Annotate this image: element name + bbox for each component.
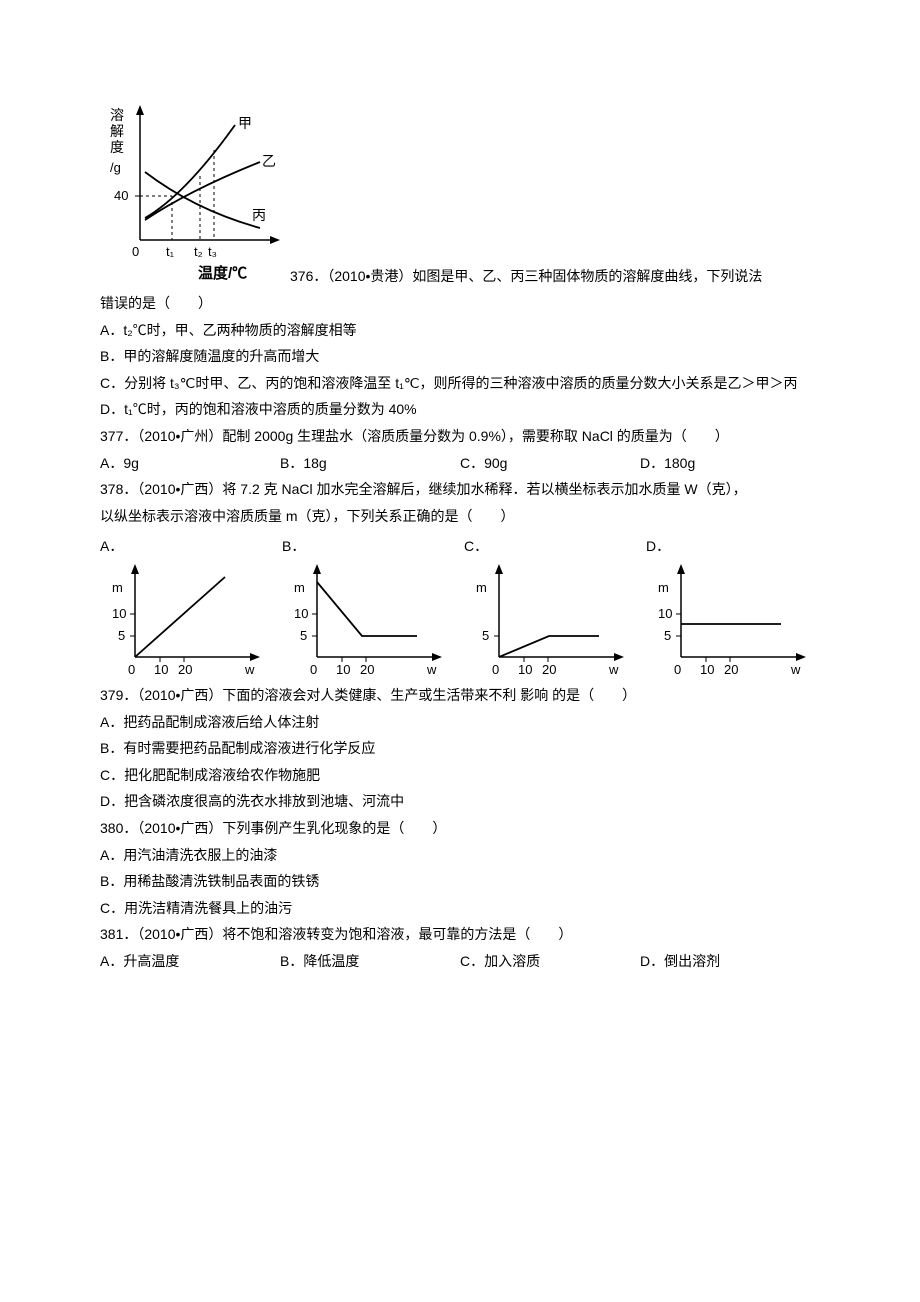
svg-text:40: 40 xyxy=(114,188,128,203)
q378-label-a: A． xyxy=(100,533,274,560)
q378-label-d: D． xyxy=(646,533,820,560)
svg-text:w: w xyxy=(608,662,619,677)
q377-option-a: A．9g xyxy=(100,450,280,477)
q381-option-a: A．升高温度 xyxy=(100,948,280,975)
q381-option-b: B．降低温度 xyxy=(280,948,460,975)
svg-text:w: w xyxy=(426,662,437,677)
q378-stem-line1: 378．（2010•广西）将 7.2 克 NaCl 加水完全溶解后，继续加水稀释… xyxy=(100,476,820,503)
svg-text:0: 0 xyxy=(128,662,135,677)
q376-option-b: B．甲的溶解度随温度的升高而增大 xyxy=(100,343,820,370)
svg-text:解: 解 xyxy=(110,123,124,139)
solubility-chart: 溶 解 度 /g 40 甲 乙 丙 0 t₁ t₂ t₃ xyxy=(100,100,290,290)
svg-text:0: 0 xyxy=(310,662,317,677)
q379-option-b: B．有时需要把药品配制成溶液进行化学反应 xyxy=(100,735,820,762)
q378-graph-a: A． m 10 5 0 10 20 w xyxy=(100,533,274,682)
q376-stem-part2: 错误的是（ ） xyxy=(100,290,820,317)
q379-option-a: A．把药品配制成溶液后给人体注射 xyxy=(100,709,820,736)
svg-text:5: 5 xyxy=(300,628,307,643)
q381-option-c: C．加入溶质 xyxy=(460,948,640,975)
svg-text:5: 5 xyxy=(118,628,125,643)
svg-text:0: 0 xyxy=(132,244,139,259)
svg-text:w: w xyxy=(790,662,801,677)
svg-text:m: m xyxy=(294,580,305,595)
q378-label-b: B． xyxy=(282,533,456,560)
q378-label-c: C． xyxy=(464,533,638,560)
svg-text:w: w xyxy=(244,662,255,677)
svg-text:20: 20 xyxy=(360,662,374,677)
q376-option-c: C．分别将 t₃℃时甲、乙、丙的饱和溶液降温至 t₁℃，则所得的三种溶液中溶质的… xyxy=(100,370,820,397)
q381-option-d: D．倒出溶剂 xyxy=(640,948,820,975)
svg-text:m: m xyxy=(658,580,669,595)
q379-option-d: D．把含磷浓度很高的洗衣水排放到池塘、河流中 xyxy=(100,788,820,815)
q378-graphs: A． m 10 5 0 10 20 w B． m 10 xyxy=(100,533,820,682)
q378-graph-d: D． m 10 5 0 10 20 w xyxy=(646,533,820,682)
svg-text:m: m xyxy=(476,580,487,595)
q379-stem: 379．（2010•广西）下面的溶液会对人类健康、生产或生活带来不利 影响 的是… xyxy=(100,682,820,709)
q379-option-c: C．把化肥配制成溶液给农作物施肥 xyxy=(100,762,820,789)
svg-text:温度/℃: 温度/℃ xyxy=(198,264,247,282)
q381-stem: 381．（2010•广西）将不饱和溶液转变为饱和溶液，最可靠的方法是（ ） xyxy=(100,921,820,948)
svg-text:5: 5 xyxy=(664,628,671,643)
svg-text:溶: 溶 xyxy=(110,107,124,123)
svg-text:度: 度 xyxy=(110,139,124,155)
svg-text:0: 0 xyxy=(674,662,681,677)
svg-text:t₃: t₃ xyxy=(208,244,217,259)
q376-option-a: A．t₂℃时，甲、乙两种物质的溶解度相等 xyxy=(100,317,820,344)
q376-stem-part1: 376．（2010•贵港）如图是甲、乙、丙三种固体物质的溶解度曲线，下列说法 xyxy=(290,263,762,290)
q377-options: A．9g B．18g C．90g D．180g xyxy=(100,450,820,477)
q377-option-d: D．180g xyxy=(640,450,820,477)
svg-text:m: m xyxy=(112,580,123,595)
svg-text:甲: 甲 xyxy=(238,115,252,131)
q380-option-c: C．用洗洁精清洗餐具上的油污 xyxy=(100,895,820,922)
svg-text:0: 0 xyxy=(492,662,499,677)
q377-option-b: B．18g xyxy=(280,450,460,477)
svg-text:t₁: t₁ xyxy=(166,244,175,259)
q380-stem: 380．（2010•广西）下列事例产生乳化现象的是（ ） xyxy=(100,815,820,842)
q377-option-c: C．90g xyxy=(460,450,640,477)
svg-text:10: 10 xyxy=(658,606,672,621)
svg-text:乙: 乙 xyxy=(262,153,276,169)
q378-stem-line2: 以纵坐标表示溶液中溶质质量 m（克），下列关系正确的是（ ） xyxy=(100,503,820,530)
svg-text:10: 10 xyxy=(700,662,714,677)
q378-graph-b: B． m 10 5 0 10 20 w xyxy=(282,533,456,682)
svg-text:丙: 丙 xyxy=(252,207,266,223)
svg-text:/g: /g xyxy=(110,160,121,175)
svg-text:10: 10 xyxy=(112,606,126,621)
svg-text:10: 10 xyxy=(518,662,532,677)
q378-graph-c: C． m 5 0 10 20 w xyxy=(464,533,638,682)
svg-text:20: 20 xyxy=(178,662,192,677)
svg-text:10: 10 xyxy=(154,662,168,677)
q376-figure-and-stem: 溶 解 度 /g 40 甲 乙 丙 0 t₁ t₂ t₃ xyxy=(100,100,820,290)
svg-text:10: 10 xyxy=(336,662,350,677)
svg-text:t₂: t₂ xyxy=(194,244,203,259)
q376-option-d: D．t₁℃时，丙的饱和溶液中溶质的质量分数为 40% xyxy=(100,396,820,423)
q380-option-a: A．用汽油清洗衣服上的油漆 xyxy=(100,842,820,869)
q381-options: A．升高温度 B．降低温度 C．加入溶质 D．倒出溶剂 xyxy=(100,948,820,975)
q380-option-b: B．用稀盐酸清洗铁制品表面的铁锈 xyxy=(100,868,820,895)
svg-text:20: 20 xyxy=(542,662,556,677)
svg-text:5: 5 xyxy=(482,628,489,643)
svg-text:10: 10 xyxy=(294,606,308,621)
q377-stem: 377．（2010•广州）配制 2000g 生理盐水（溶质质量分数为 0.9%）… xyxy=(100,423,820,450)
svg-text:20: 20 xyxy=(724,662,738,677)
